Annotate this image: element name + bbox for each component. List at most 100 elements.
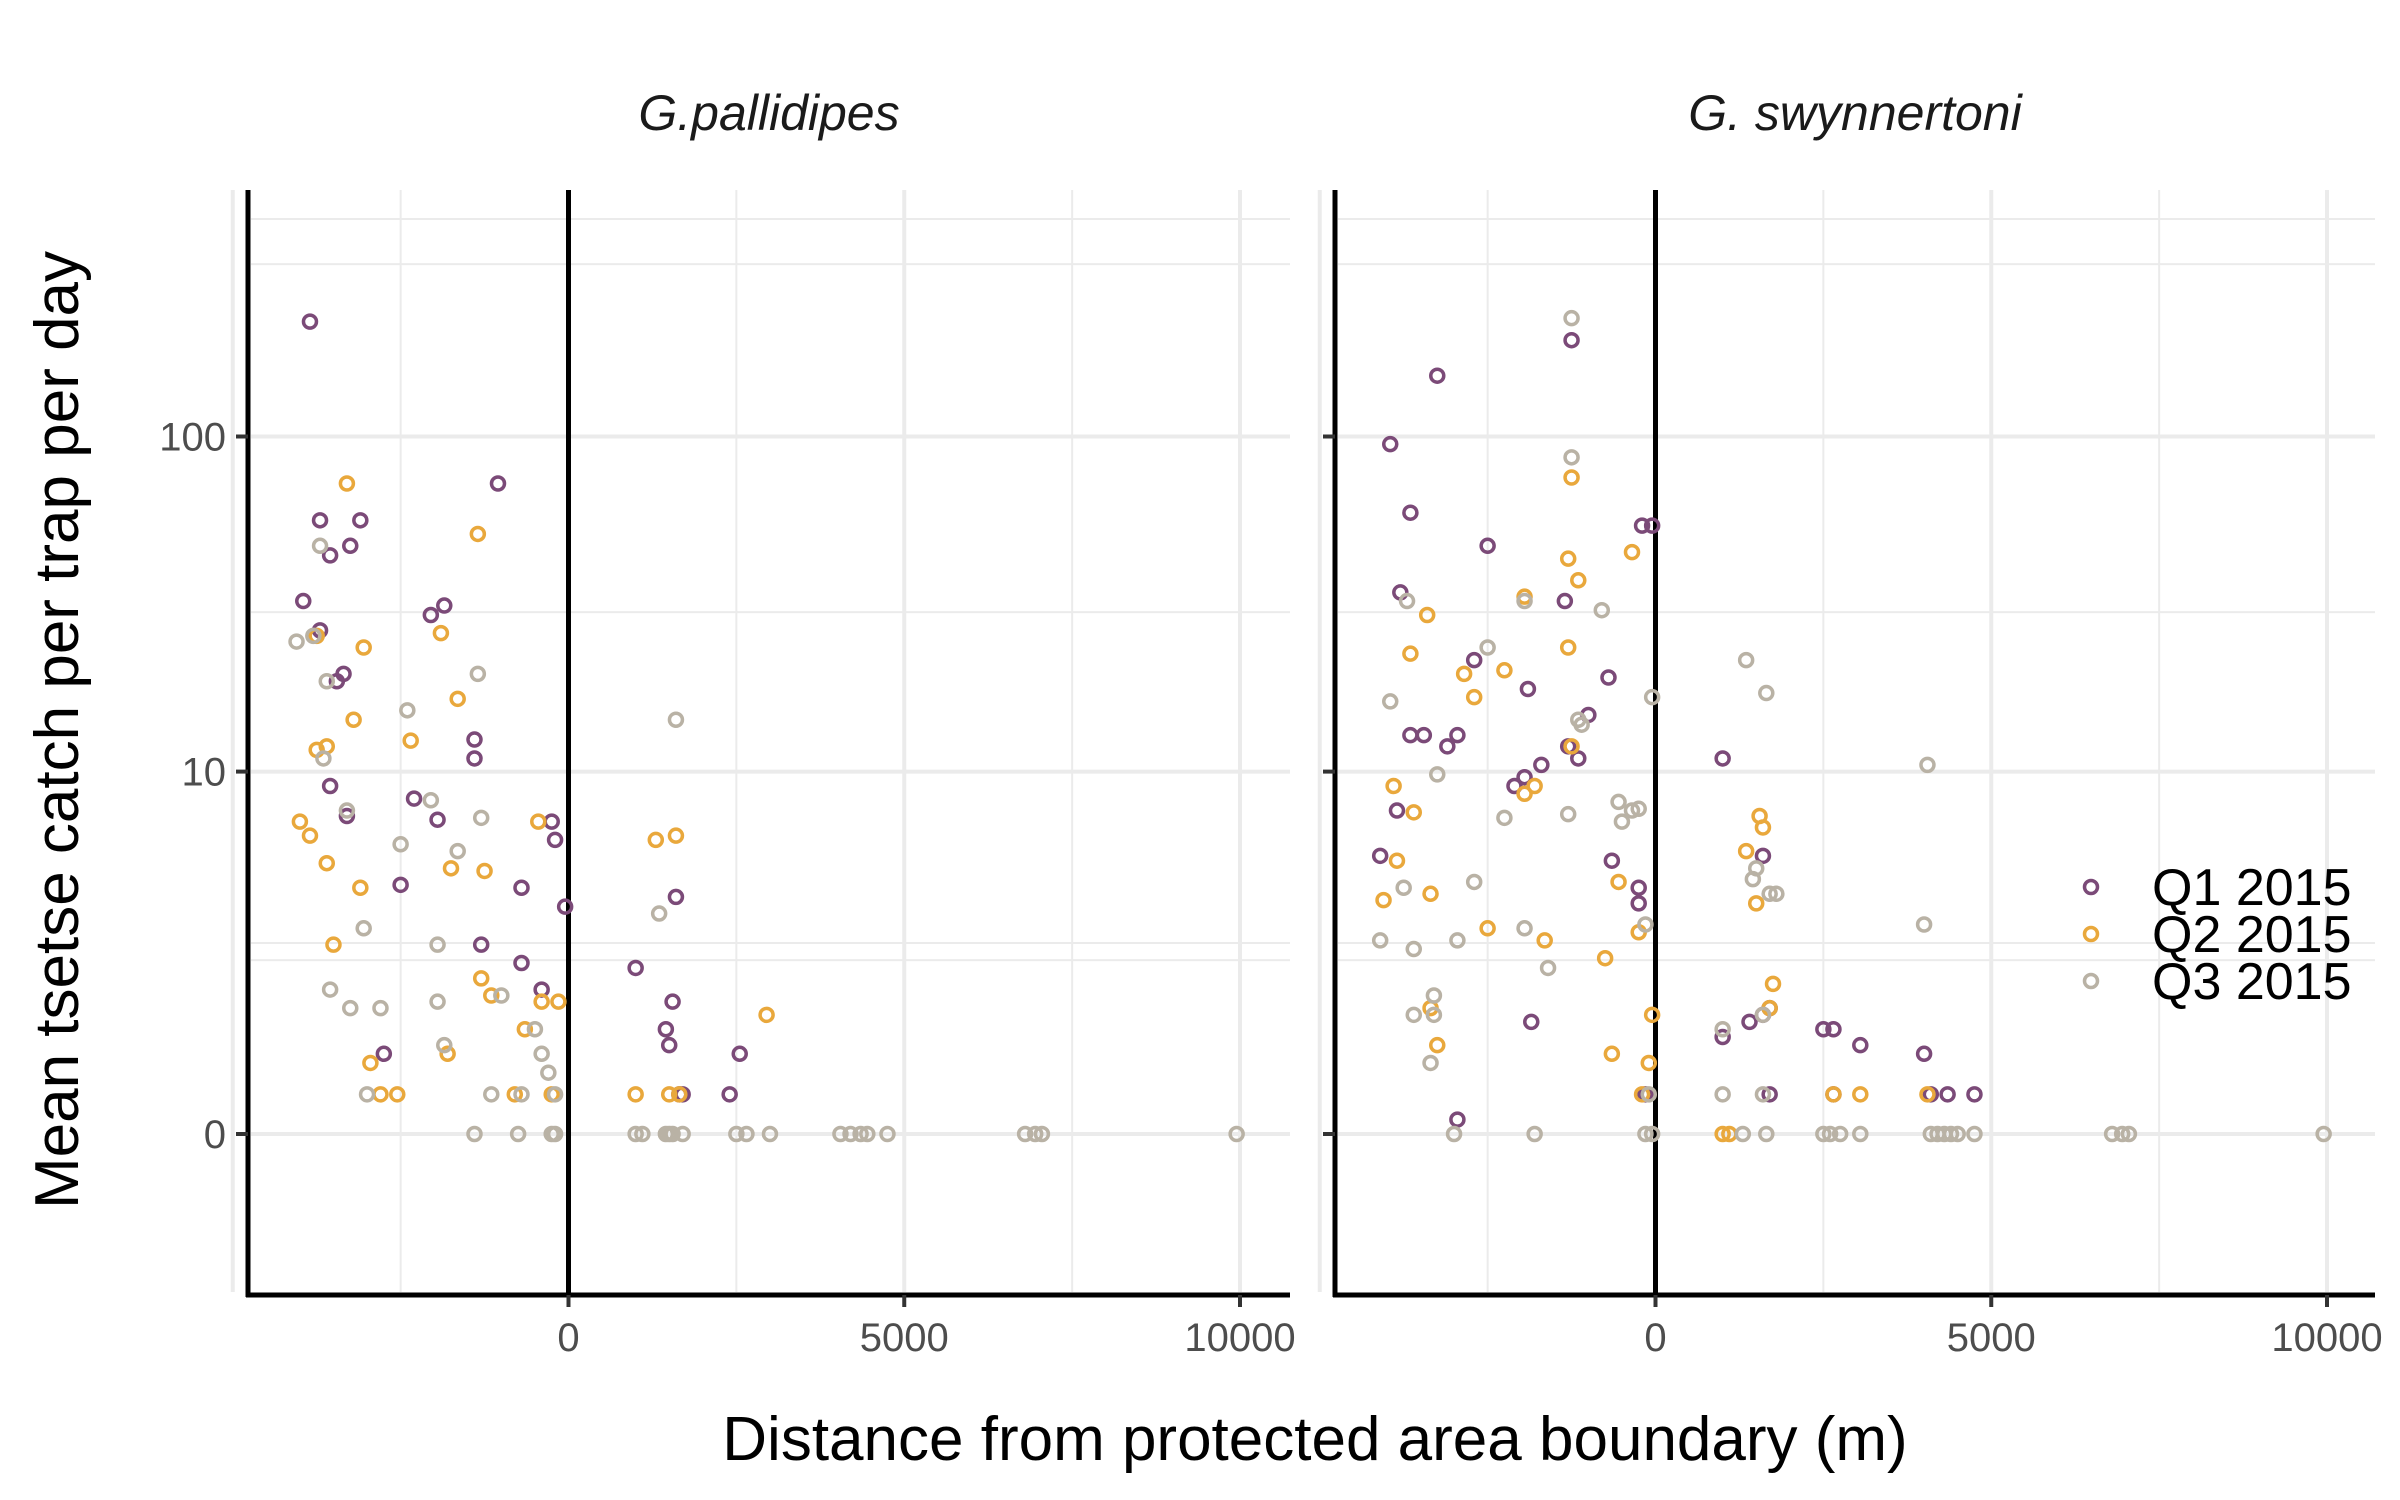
data-point: [1422, 1054, 1439, 1072]
legend-key: [2082, 972, 2100, 990]
data-point: [472, 936, 490, 953]
data-point: [1405, 804, 1423, 821]
data-point: [1533, 756, 1550, 774]
data-point: [1852, 1086, 1869, 1103]
y-tick-label: 10: [182, 751, 227, 795]
data-point: [627, 959, 644, 977]
data-point: [1418, 606, 1436, 624]
data-point: [506, 1086, 524, 1103]
data-point: [1643, 1006, 1661, 1024]
y-tick-label: 0: [204, 1113, 226, 1157]
data-point: [1388, 852, 1406, 869]
data-point: [321, 981, 339, 998]
data-point: [1603, 852, 1621, 869]
series-q1-2015: [1371, 331, 1983, 1128]
data-point: [1741, 1013, 1758, 1031]
data-point: [338, 807, 356, 825]
data-point: [1610, 873, 1627, 891]
data-point: [335, 665, 352, 683]
data-point: [1815, 1020, 1832, 1038]
data-point: [436, 1036, 453, 1054]
data-point: [852, 1125, 869, 1143]
data-point: [432, 624, 450, 642]
series-q3-2015: [288, 537, 1245, 1143]
data-point: [657, 1020, 675, 1038]
data-point: [1754, 819, 1772, 836]
data-point: [352, 512, 369, 529]
data-point: [543, 813, 560, 830]
legend-label: Q1 2015: [2152, 859, 2352, 917]
data-point: [671, 1086, 688, 1103]
data-point: [513, 1086, 530, 1103]
series-q2-2015: [291, 475, 775, 1103]
legend-item: Q3 2015: [2082, 953, 2352, 1011]
data-point: [1640, 1086, 1658, 1103]
legend-key: [2082, 925, 2100, 943]
data-point: [664, 993, 681, 1010]
data-point: [288, 633, 305, 650]
series-q1-2015: [295, 313, 748, 1103]
data-point: [1633, 517, 1651, 534]
data-point: [321, 777, 339, 795]
data-point: [1388, 802, 1406, 819]
data-point: [1761, 885, 1778, 903]
panel-title: G. swynnertoni: [1688, 85, 2023, 141]
data-point: [392, 836, 409, 853]
data-point: [342, 537, 359, 555]
data-point: [1445, 1125, 1463, 1143]
data-point: [1570, 572, 1587, 589]
data-point: [1405, 940, 1423, 958]
data-point: [1714, 1020, 1731, 1038]
data-point: [1637, 1125, 1654, 1143]
data-point: [1610, 793, 1627, 811]
data-point: [1734, 1125, 1752, 1143]
data-point: [1371, 847, 1389, 865]
data-point: [1429, 766, 1446, 783]
data-point: [1563, 309, 1580, 327]
data-point: [738, 1125, 755, 1143]
legend-label: Q2 2015: [2152, 906, 2352, 964]
data-point: [1382, 435, 1399, 453]
data-point: [674, 1125, 691, 1143]
data-point: [1516, 592, 1533, 610]
data-point: [402, 732, 419, 749]
data-point: [1761, 1086, 1778, 1103]
data-point: [422, 606, 440, 624]
data-point: [295, 592, 312, 610]
data-point: [466, 731, 483, 748]
data-point: [345, 711, 362, 729]
data-point: [667, 888, 685, 906]
data-point: [429, 993, 446, 1010]
data-point: [489, 475, 507, 492]
data-point: [1852, 1125, 1869, 1143]
data-point: [1637, 916, 1654, 933]
data-point: [1228, 1125, 1245, 1143]
data-point: [1371, 932, 1389, 949]
data-point: [660, 1086, 678, 1103]
data-point: [1915, 1045, 1933, 1063]
data-point: [1405, 1006, 1423, 1024]
data-point: [301, 827, 319, 844]
data-point: [1516, 768, 1533, 786]
data-point: [634, 1125, 651, 1143]
data-point: [305, 627, 322, 645]
data-point: [1633, 1086, 1651, 1103]
data-point: [1643, 688, 1661, 706]
data-point: [1559, 805, 1577, 823]
data-point: [546, 1086, 564, 1103]
data-point: [1754, 1086, 1772, 1103]
data-point: [728, 1125, 745, 1143]
data-point: [1949, 1125, 1966, 1143]
data-point: [842, 1125, 859, 1143]
data-point: [1496, 662, 1513, 679]
data-point: [352, 879, 369, 897]
data-point: [1033, 1125, 1051, 1143]
data-point: [1831, 1125, 1849, 1143]
data-point: [1375, 891, 1392, 909]
data-point: [355, 920, 372, 937]
panel-1: 0 5000 10000 0 10 100 G.pallidipes: [159, 85, 1295, 1360]
data-point: [476, 862, 493, 880]
data-point: [1382, 693, 1399, 710]
data-point: [1919, 756, 1936, 774]
